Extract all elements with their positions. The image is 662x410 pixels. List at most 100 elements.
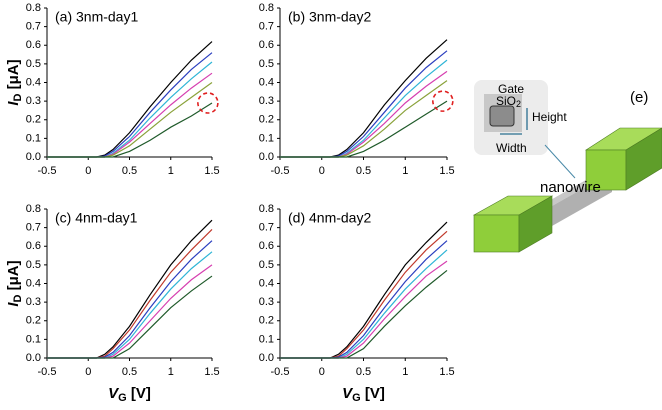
curve — [280, 240, 448, 359]
curve — [280, 50, 448, 158]
label-unit: [V] — [127, 385, 151, 402]
pad-front — [473, 214, 520, 253]
x-tick-label: 0 — [319, 165, 325, 177]
panel-label: (e) — [630, 89, 648, 106]
wire-label: nanowire — [540, 179, 601, 196]
pad-front — [585, 149, 627, 191]
label-unit: [μA] — [5, 59, 22, 93]
x-tick-label: 1 — [168, 366, 174, 378]
x-tick-label: -0.5 — [271, 366, 290, 378]
x-tick-label: 1 — [168, 165, 174, 177]
x-tick-label: 0.5 — [122, 366, 137, 378]
x-tick-label: 0.5 — [122, 165, 137, 177]
curve — [47, 219, 213, 359]
curve — [47, 275, 213, 359]
y-tick-label: 0.5 — [26, 259, 41, 271]
y-tick-label: 0.1 — [26, 132, 41, 144]
x-tick-label: 1.5 — [439, 165, 454, 177]
y-tick-label: 0.0 — [259, 151, 274, 163]
y-tick-label: 0.4 — [259, 76, 274, 88]
chart-title: (b) 3nm-day2 — [288, 9, 371, 25]
nanowire-diagram: (e) Gate SiO2 Height Width nanowire — [472, 80, 662, 253]
x-tick-label: -0.5 — [38, 366, 57, 378]
y-tick-label: 0.6 — [259, 39, 274, 51]
curve — [47, 102, 213, 158]
label-sub: D — [12, 93, 24, 101]
y-tick-label: 0.2 — [26, 114, 41, 126]
x-tick-label: 1 — [402, 366, 408, 378]
x-tick-label: 0 — [85, 165, 91, 177]
pointer — [544, 144, 576, 179]
x-tick-label: 0.5 — [356, 366, 371, 378]
y-tick-label: 0.1 — [26, 333, 41, 345]
label-unit: [μA] — [5, 260, 22, 294]
curve — [47, 82, 213, 158]
y-tick-label: 0.2 — [26, 315, 41, 327]
gate — [489, 105, 515, 127]
y-tick-label: 0.3 — [259, 296, 274, 308]
y-tick-label: 0.0 — [26, 151, 41, 163]
pad-side — [518, 195, 553, 253]
label-sub: D — [12, 294, 24, 302]
y-tick-label: 0.0 — [26, 352, 41, 364]
y-tick-label: 0.5 — [26, 58, 41, 70]
width-label: Width — [496, 141, 527, 155]
y-tick-label: 0.7 — [259, 21, 274, 33]
y-tick-label: 0.3 — [26, 95, 41, 107]
x-tick-label: 1.5 — [204, 366, 219, 378]
y-tick-label: 0.5 — [259, 259, 274, 271]
y-tick-label: 0.8 — [259, 2, 274, 14]
curve — [280, 80, 448, 158]
x-axis-label: VG [V] — [108, 385, 151, 404]
y-tick-label: 0.2 — [259, 114, 274, 126]
gate-label: Gate — [498, 82, 524, 96]
chart-title: (a) 3nm-day1 — [55, 9, 138, 25]
height-label: Height — [532, 110, 567, 124]
y-tick-label: 0.3 — [26, 296, 41, 308]
label-var: I — [5, 302, 22, 307]
x-axis-label: VG [V] — [342, 385, 385, 404]
y-axis-label: ID [μA] — [5, 59, 24, 105]
y-tick-label: 0.7 — [259, 222, 274, 234]
y-axis-label: ID [μA] — [5, 260, 24, 306]
highlight-circle — [432, 90, 454, 112]
oxide-text: SiO — [496, 94, 516, 108]
x-tick-label: 0 — [319, 366, 325, 378]
label-var: I — [5, 101, 22, 106]
label-sub: G — [352, 392, 361, 404]
curve — [47, 264, 213, 359]
oxide-label: SiO2 — [496, 94, 521, 109]
oxide-sub: 2 — [516, 99, 521, 109]
curve — [280, 260, 448, 359]
x-tick-label: 1 — [402, 165, 408, 177]
y-tick-label: 0.4 — [26, 76, 41, 88]
label-sub: G — [118, 392, 127, 404]
y-tick-label: 0.8 — [26, 203, 41, 215]
pad-side — [625, 127, 662, 191]
y-tick-label: 0.7 — [26, 222, 41, 234]
y-tick-label: 0.8 — [259, 203, 274, 215]
y-tick-label: 0.2 — [259, 315, 274, 327]
label-unit: [V] — [361, 385, 385, 402]
label-var: V — [108, 385, 120, 402]
y-tick-label: 0.1 — [259, 132, 274, 144]
chart-title: (d) 4nm-day2 — [288, 210, 371, 226]
curve — [47, 251, 213, 359]
y-tick-label: 0.7 — [26, 21, 41, 33]
y-tick-label: 0.6 — [26, 240, 41, 252]
y-tick-label: 0.5 — [259, 58, 274, 70]
y-tick-label: 0.8 — [26, 2, 41, 14]
y-tick-label: 0.3 — [259, 95, 274, 107]
x-tick-label: -0.5 — [271, 165, 290, 177]
label-var: V — [342, 385, 354, 402]
curve — [47, 72, 213, 158]
curve — [47, 240, 213, 359]
y-tick-label: 0.1 — [259, 333, 274, 345]
curve — [280, 221, 448, 359]
x-tick-label: 0.5 — [356, 165, 371, 177]
chart-title: (c) 4nm-day1 — [55, 210, 138, 226]
y-tick-label: 0.6 — [26, 39, 41, 51]
x-tick-label: -0.5 — [38, 165, 57, 177]
x-tick-label: 0 — [85, 366, 91, 378]
highlight-circle — [197, 92, 219, 114]
